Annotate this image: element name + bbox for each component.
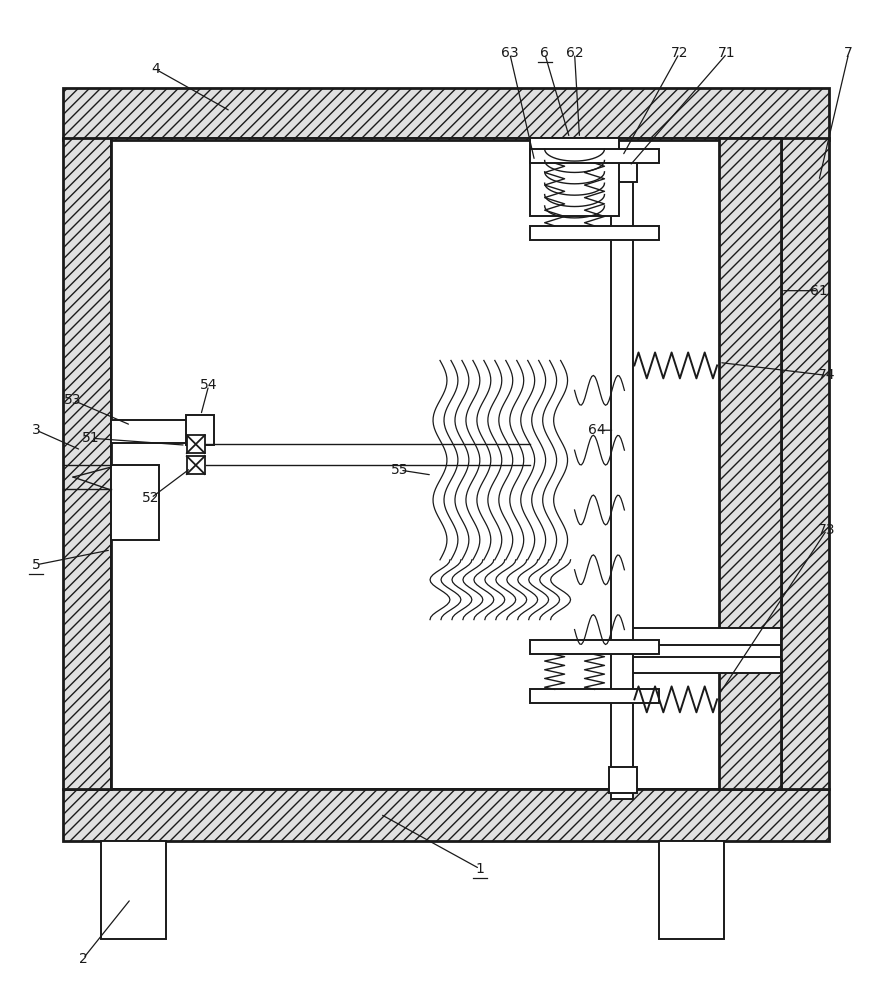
- Text: 5: 5: [31, 558, 40, 572]
- Text: 53: 53: [65, 393, 82, 407]
- Text: 63: 63: [501, 46, 519, 60]
- Text: 52: 52: [142, 491, 159, 505]
- Text: 64: 64: [588, 423, 605, 437]
- Text: 61: 61: [810, 284, 828, 298]
- Text: 4: 4: [151, 62, 160, 76]
- Bar: [659, 841, 724, 939]
- Bar: [111, 465, 159, 540]
- Text: 55: 55: [391, 463, 409, 477]
- Text: 6: 6: [540, 46, 550, 60]
- Text: 54: 54: [200, 378, 218, 392]
- Bar: [629, 628, 780, 645]
- Text: 71: 71: [718, 46, 736, 60]
- Bar: [186, 456, 205, 474]
- Text: 1: 1: [475, 862, 484, 876]
- Bar: [529, 138, 620, 216]
- Bar: [102, 841, 166, 939]
- Text: 3: 3: [31, 423, 40, 437]
- Bar: [612, 156, 634, 799]
- Text: 7: 7: [844, 46, 853, 60]
- Bar: [529, 226, 659, 240]
- Bar: [719, 659, 780, 789]
- Bar: [610, 767, 637, 793]
- Text: 2: 2: [79, 952, 88, 966]
- Text: 51: 51: [82, 431, 100, 445]
- Bar: [63, 789, 829, 841]
- Text: 72: 72: [670, 46, 688, 60]
- Bar: [780, 138, 829, 789]
- Text: 74: 74: [818, 368, 836, 382]
- Bar: [719, 138, 780, 630]
- Bar: [529, 640, 659, 654]
- Bar: [63, 138, 111, 789]
- Bar: [610, 156, 637, 182]
- Bar: [186, 415, 214, 445]
- Text: 62: 62: [566, 46, 584, 60]
- Bar: [529, 149, 659, 163]
- Bar: [186, 435, 205, 453]
- Bar: [111, 420, 191, 443]
- Bar: [529, 689, 659, 703]
- Bar: [629, 657, 780, 673]
- Bar: [63, 88, 829, 140]
- Text: 73: 73: [818, 523, 836, 537]
